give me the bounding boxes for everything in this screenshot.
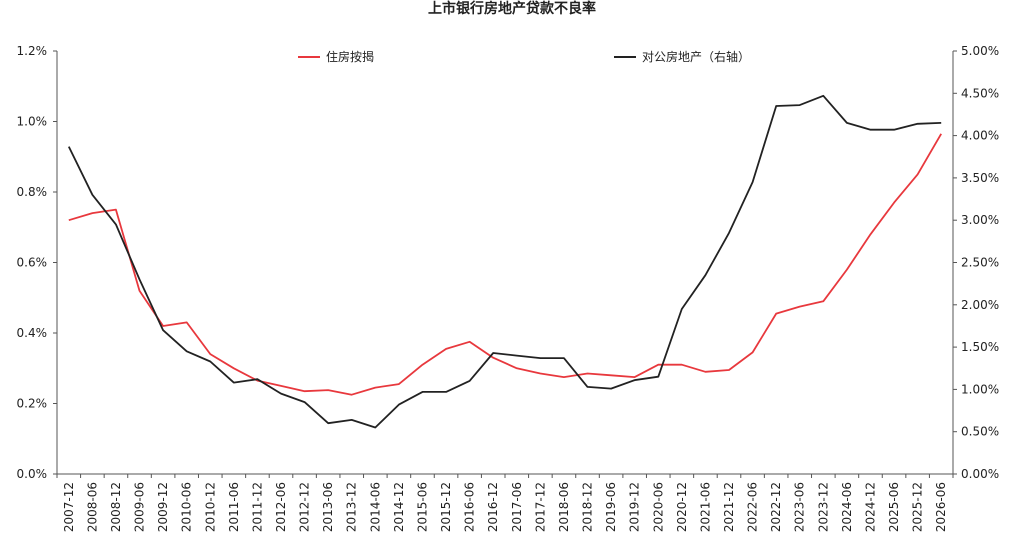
left-y-tick-label: 0.6% — [17, 256, 48, 270]
x-tick-label: 2018-12 — [581, 482, 595, 532]
x-tick-label: 2023-06 — [793, 482, 807, 532]
x-tick-label: 2014-06 — [368, 482, 382, 532]
x-tick-label: 2010-12 — [203, 482, 217, 532]
x-tick-label: 2019-12 — [628, 482, 642, 532]
x-tick-label: 2015-12 — [439, 482, 453, 532]
legend-label-mortgage: 住房按揭 — [326, 49, 374, 64]
x-tick-label: 2017-12 — [533, 482, 547, 532]
right-y-tick-label: 5.00% — [961, 44, 999, 58]
x-tick-label: 2008-12 — [109, 482, 123, 532]
series-line-corporate — [67, 94, 942, 429]
x-tick-label: 2024-12 — [863, 482, 877, 532]
right-y-tick-label: 1.50% — [961, 340, 999, 354]
right-y-tick-label: 4.50% — [961, 86, 999, 100]
left-y-tick-label: 1.0% — [17, 115, 48, 129]
chart-title: 上市银行房地产贷款不良率 — [428, 0, 596, 17]
left-y-tick-label: 0.4% — [17, 326, 48, 340]
x-tick-label: 2024-06 — [840, 482, 854, 532]
x-tick-label: 2025-06 — [887, 482, 901, 532]
x-tick-label: 2022-06 — [746, 482, 760, 532]
x-tick-label: 2015-06 — [415, 482, 429, 532]
right-y-tick-label: 2.50% — [961, 256, 999, 270]
x-tick-label: 2020-12 — [675, 482, 689, 532]
legend: 住房按揭 对公房地产（右轴） — [298, 49, 750, 64]
x-tick-label: 2025-12 — [911, 482, 925, 532]
x-axis-ticks: 2007-12 2008-06 2008-12 2009-06 2009-12 2010-… — [56, 474, 954, 532]
right-y-tick-label: 3.50% — [961, 171, 999, 185]
series-line-mortgage — [68, 133, 942, 396]
x-tick-label: 2021-06 — [698, 482, 712, 532]
right-y-tick-label: 1.00% — [961, 382, 999, 396]
x-tick-label: 2011-12 — [250, 482, 264, 532]
x-tick-label: 2009-12 — [156, 482, 170, 532]
x-tick-label: 2017-06 — [510, 482, 524, 532]
series-lines — [67, 94, 942, 429]
x-tick-label: 2016-12 — [486, 482, 500, 532]
left-y-tick-label: 0.2% — [17, 397, 48, 411]
x-tick-label: 2012-12 — [298, 482, 312, 532]
left-y-tick-label: 0.8% — [17, 185, 48, 199]
axes — [56, 51, 954, 475]
x-tick-label: 2014-12 — [392, 482, 406, 532]
right-y-tick-label: 4.00% — [961, 129, 999, 143]
x-tick-label: 2019-06 — [604, 482, 618, 532]
x-tick-label: 2021-12 — [722, 482, 736, 532]
x-tick-label: 2008-06 — [85, 482, 99, 532]
x-tick-label: 2012-06 — [274, 482, 288, 532]
right-y-axis-ticks: 0.00% 0.50% 1.00% 1.50% 2.00% 2.50% 3.00% 3.50%… — [953, 44, 999, 481]
x-tick-label: 2023-12 — [816, 482, 830, 532]
x-tick-label: 2011-06 — [227, 482, 241, 532]
x-tick-label: 2022-12 — [769, 482, 783, 532]
x-tick-label: 2018-06 — [557, 482, 571, 532]
right-y-tick-label: 0.50% — [961, 425, 999, 439]
left-y-tick-label: 0.0% — [17, 467, 48, 481]
x-tick-label: 2010-06 — [180, 482, 194, 532]
x-tick-label: 2026-06 — [934, 482, 948, 532]
x-tick-label: 2009-06 — [133, 482, 147, 532]
left-y-axis-ticks: 0.0% 0.2% 0.4% 0.6% 0.8% 1.0% 1.2% — [17, 44, 57, 481]
x-tick-label: 2013-06 — [321, 482, 335, 532]
x-tick-label: 2007-12 — [62, 482, 76, 532]
right-y-tick-label: 3.00% — [961, 213, 999, 227]
x-tick-label: 2013-12 — [345, 482, 359, 532]
x-tick-label: 2016-06 — [463, 482, 477, 532]
x-tick-label: 2020-06 — [651, 482, 665, 532]
left-y-tick-label: 1.2% — [17, 44, 48, 58]
right-y-tick-label: 2.00% — [961, 298, 999, 312]
legend-label-corporate: 对公房地产（右轴） — [642, 49, 750, 64]
right-y-tick-label: 0.00% — [961, 467, 999, 481]
